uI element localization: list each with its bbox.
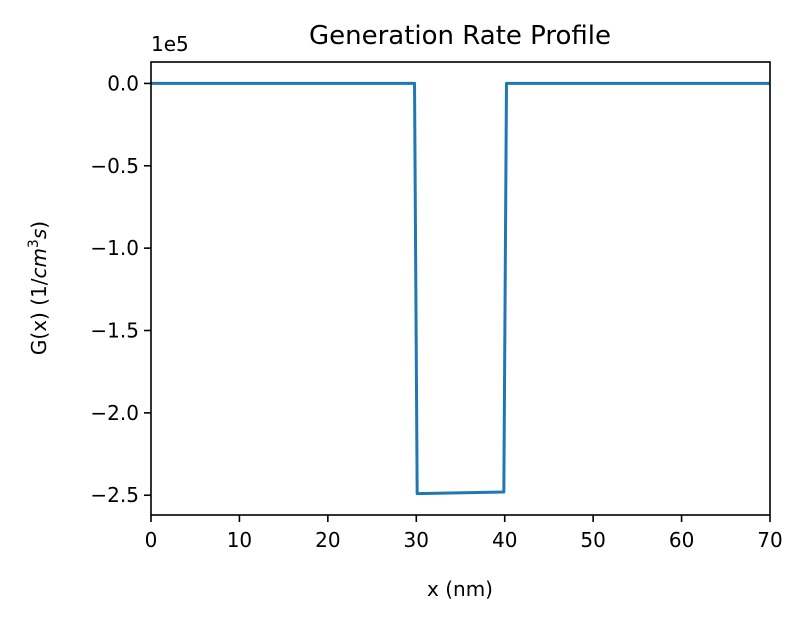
series-line-0 xyxy=(151,81,770,496)
x-tick-label: 30 xyxy=(404,528,429,552)
y-tick-label: −2.0 xyxy=(90,401,139,425)
y-tick-label: 0.0 xyxy=(107,71,139,95)
chart-title: Generation Rate Profile xyxy=(309,21,611,51)
x-tick-label: 10 xyxy=(227,528,252,552)
y-offset-label: 1e5 xyxy=(151,32,189,56)
plot-frame xyxy=(150,61,771,516)
x-tick-label: 0 xyxy=(145,528,158,552)
x-axis-ticks: 0 10 20 30 40 50 60 70 xyxy=(145,515,783,552)
y-tick-label: −0.5 xyxy=(90,154,139,178)
x-tick-label: 20 xyxy=(315,528,340,552)
x-tick-label: 40 xyxy=(492,528,517,552)
x-tick-label: 50 xyxy=(580,528,605,552)
y-tick-label: −2.5 xyxy=(90,483,139,507)
y-tick-label: −1.5 xyxy=(90,319,139,343)
y-tick-label: −1.0 xyxy=(90,236,139,260)
x-axis-label: x (nm) xyxy=(427,577,493,601)
series-layer xyxy=(151,81,770,496)
x-tick-label: 70 xyxy=(757,528,782,552)
y-axis-ticks: 0.0 −0.5 −1.0 −1.5 −2.0 −2.5 xyxy=(90,71,151,507)
x-tick-label: 60 xyxy=(669,528,694,552)
y-axis-label: G(x) (1/cm3s) xyxy=(26,221,51,355)
